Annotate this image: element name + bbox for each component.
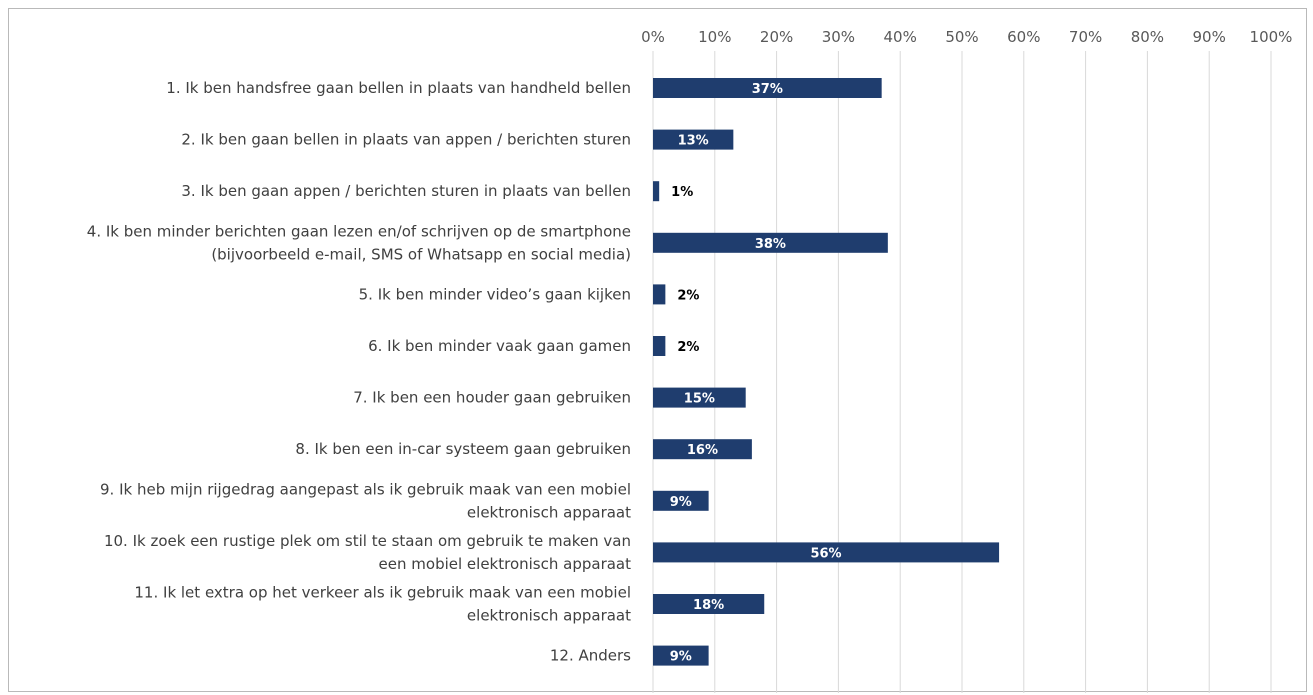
x-tick-label: 40% xyxy=(884,28,917,46)
x-tick-label: 60% xyxy=(1007,28,1040,46)
bar xyxy=(653,129,734,150)
category-label-line: elektronisch apparaat xyxy=(467,503,631,521)
category-label-line: 3. Ik ben gaan appen / berichten sturen … xyxy=(181,182,631,200)
category-label: 4. Ik ben minder berichten gaan lezen en… xyxy=(87,222,631,263)
bar xyxy=(653,542,1000,563)
data-label: 38% xyxy=(755,237,786,252)
gridlines xyxy=(652,51,1272,693)
category-label: 12. Anders xyxy=(550,647,631,665)
category-label: 6. Ik ben minder vaak gaan gamen xyxy=(368,337,631,355)
x-tick-label: 70% xyxy=(1069,28,1102,46)
category-label-line: 9. Ik heb mijn rijgedrag aangepast als i… xyxy=(100,480,631,498)
bar xyxy=(653,181,660,202)
category-label: 8. Ik ben een in-car systeem gaan gebrui… xyxy=(295,440,631,458)
bar xyxy=(653,232,888,253)
x-tick-label: 20% xyxy=(760,28,793,46)
x-tick-label: 0% xyxy=(641,28,665,46)
category-label-line: (bijvoorbeeld e-mail, SMS of Whatsapp en… xyxy=(211,245,631,263)
x-tick-label: 50% xyxy=(945,28,978,46)
data-label: 13% xyxy=(678,134,709,149)
data-label: 1% xyxy=(671,185,693,200)
category-label: 1. Ik ben handsfree gaan bellen in plaat… xyxy=(166,79,631,97)
category-labels: 1. Ik ben handsfree gaan bellen in plaat… xyxy=(87,79,631,665)
category-label: 3. Ik ben gaan appen / berichten sturen … xyxy=(181,182,631,200)
category-label: 10. Ik zoek een rustige plek om stil te … xyxy=(104,532,631,573)
x-tick-label: 100% xyxy=(1250,28,1293,46)
bar xyxy=(653,284,666,305)
category-label: 11. Ik let extra op het verkeer als ik g… xyxy=(134,584,631,625)
category-label-line: 12. Anders xyxy=(550,647,631,665)
category-label-line: elektronisch apparaat xyxy=(467,607,631,625)
category-label-line: 6. Ik ben minder vaak gaan gamen xyxy=(368,337,631,355)
bars xyxy=(653,78,1000,666)
category-label-line: 5. Ik ben minder video’s gaan kijken xyxy=(359,285,631,303)
bar xyxy=(653,594,765,614)
category-label: 5. Ik ben minder video’s gaan kijken xyxy=(359,285,631,303)
category-label-line: 4. Ik ben minder berichten gaan lezen en… xyxy=(87,222,631,240)
category-label-line: 11. Ik let extra op het verkeer als ik g… xyxy=(134,584,631,602)
bar-chart: 0% 10% 20% 30% 40% 50% 60% 70% 80% 90% 100% 1. Ik … xyxy=(87,28,1292,693)
data-label: 2% xyxy=(677,340,699,355)
bar xyxy=(653,336,666,356)
data-label: 9% xyxy=(670,495,692,510)
data-label: 18% xyxy=(693,598,724,613)
category-label-line: 8. Ik ben een in-car systeem gaan gebrui… xyxy=(295,440,631,458)
data-label: 37% xyxy=(752,82,783,97)
category-label: 7. Ik ben een houder gaan gebruiken xyxy=(353,389,631,407)
x-tick-label: 10% xyxy=(698,28,731,46)
data-label: 56% xyxy=(810,546,841,561)
bar xyxy=(653,439,752,460)
x-axis-ticks: 0% 10% 20% 30% 40% 50% 60% 70% 80% 90% 100% xyxy=(641,28,1292,46)
bar xyxy=(653,78,882,98)
category-label-line: 1. Ik ben handsfree gaan bellen in plaat… xyxy=(166,79,631,97)
data-labels: 37% 13% 1% 38% 2% 2% 15% 16% 9% 56% 18% 9% xyxy=(670,82,842,665)
data-label: 9% xyxy=(670,650,692,665)
category-label-line: 7. Ik ben een houder gaan gebruiken xyxy=(353,389,631,407)
data-label: 15% xyxy=(684,392,715,407)
bar xyxy=(653,387,746,408)
x-tick-label: 80% xyxy=(1131,28,1164,46)
bar xyxy=(653,490,709,511)
category-label-line: 2. Ik ben gaan bellen in plaats van appe… xyxy=(181,131,631,149)
category-label-line: 10. Ik zoek een rustige plek om stil te … xyxy=(104,532,631,550)
data-label: 2% xyxy=(677,288,699,303)
x-tick-label: 90% xyxy=(1193,28,1226,46)
chart-frame: 0% 10% 20% 30% 40% 50% 60% 70% 80% 90% 100% 1. Ik … xyxy=(8,8,1307,693)
category-label: 9. Ik heb mijn rijgedrag aangepast als i… xyxy=(100,480,631,521)
category-label-line: een mobiel elektronisch apparaat xyxy=(379,555,632,573)
x-tick-label: 30% xyxy=(822,28,855,46)
bar xyxy=(653,645,709,666)
data-label: 16% xyxy=(687,443,718,458)
category-label: 2. Ik ben gaan bellen in plaats van appe… xyxy=(181,131,631,149)
